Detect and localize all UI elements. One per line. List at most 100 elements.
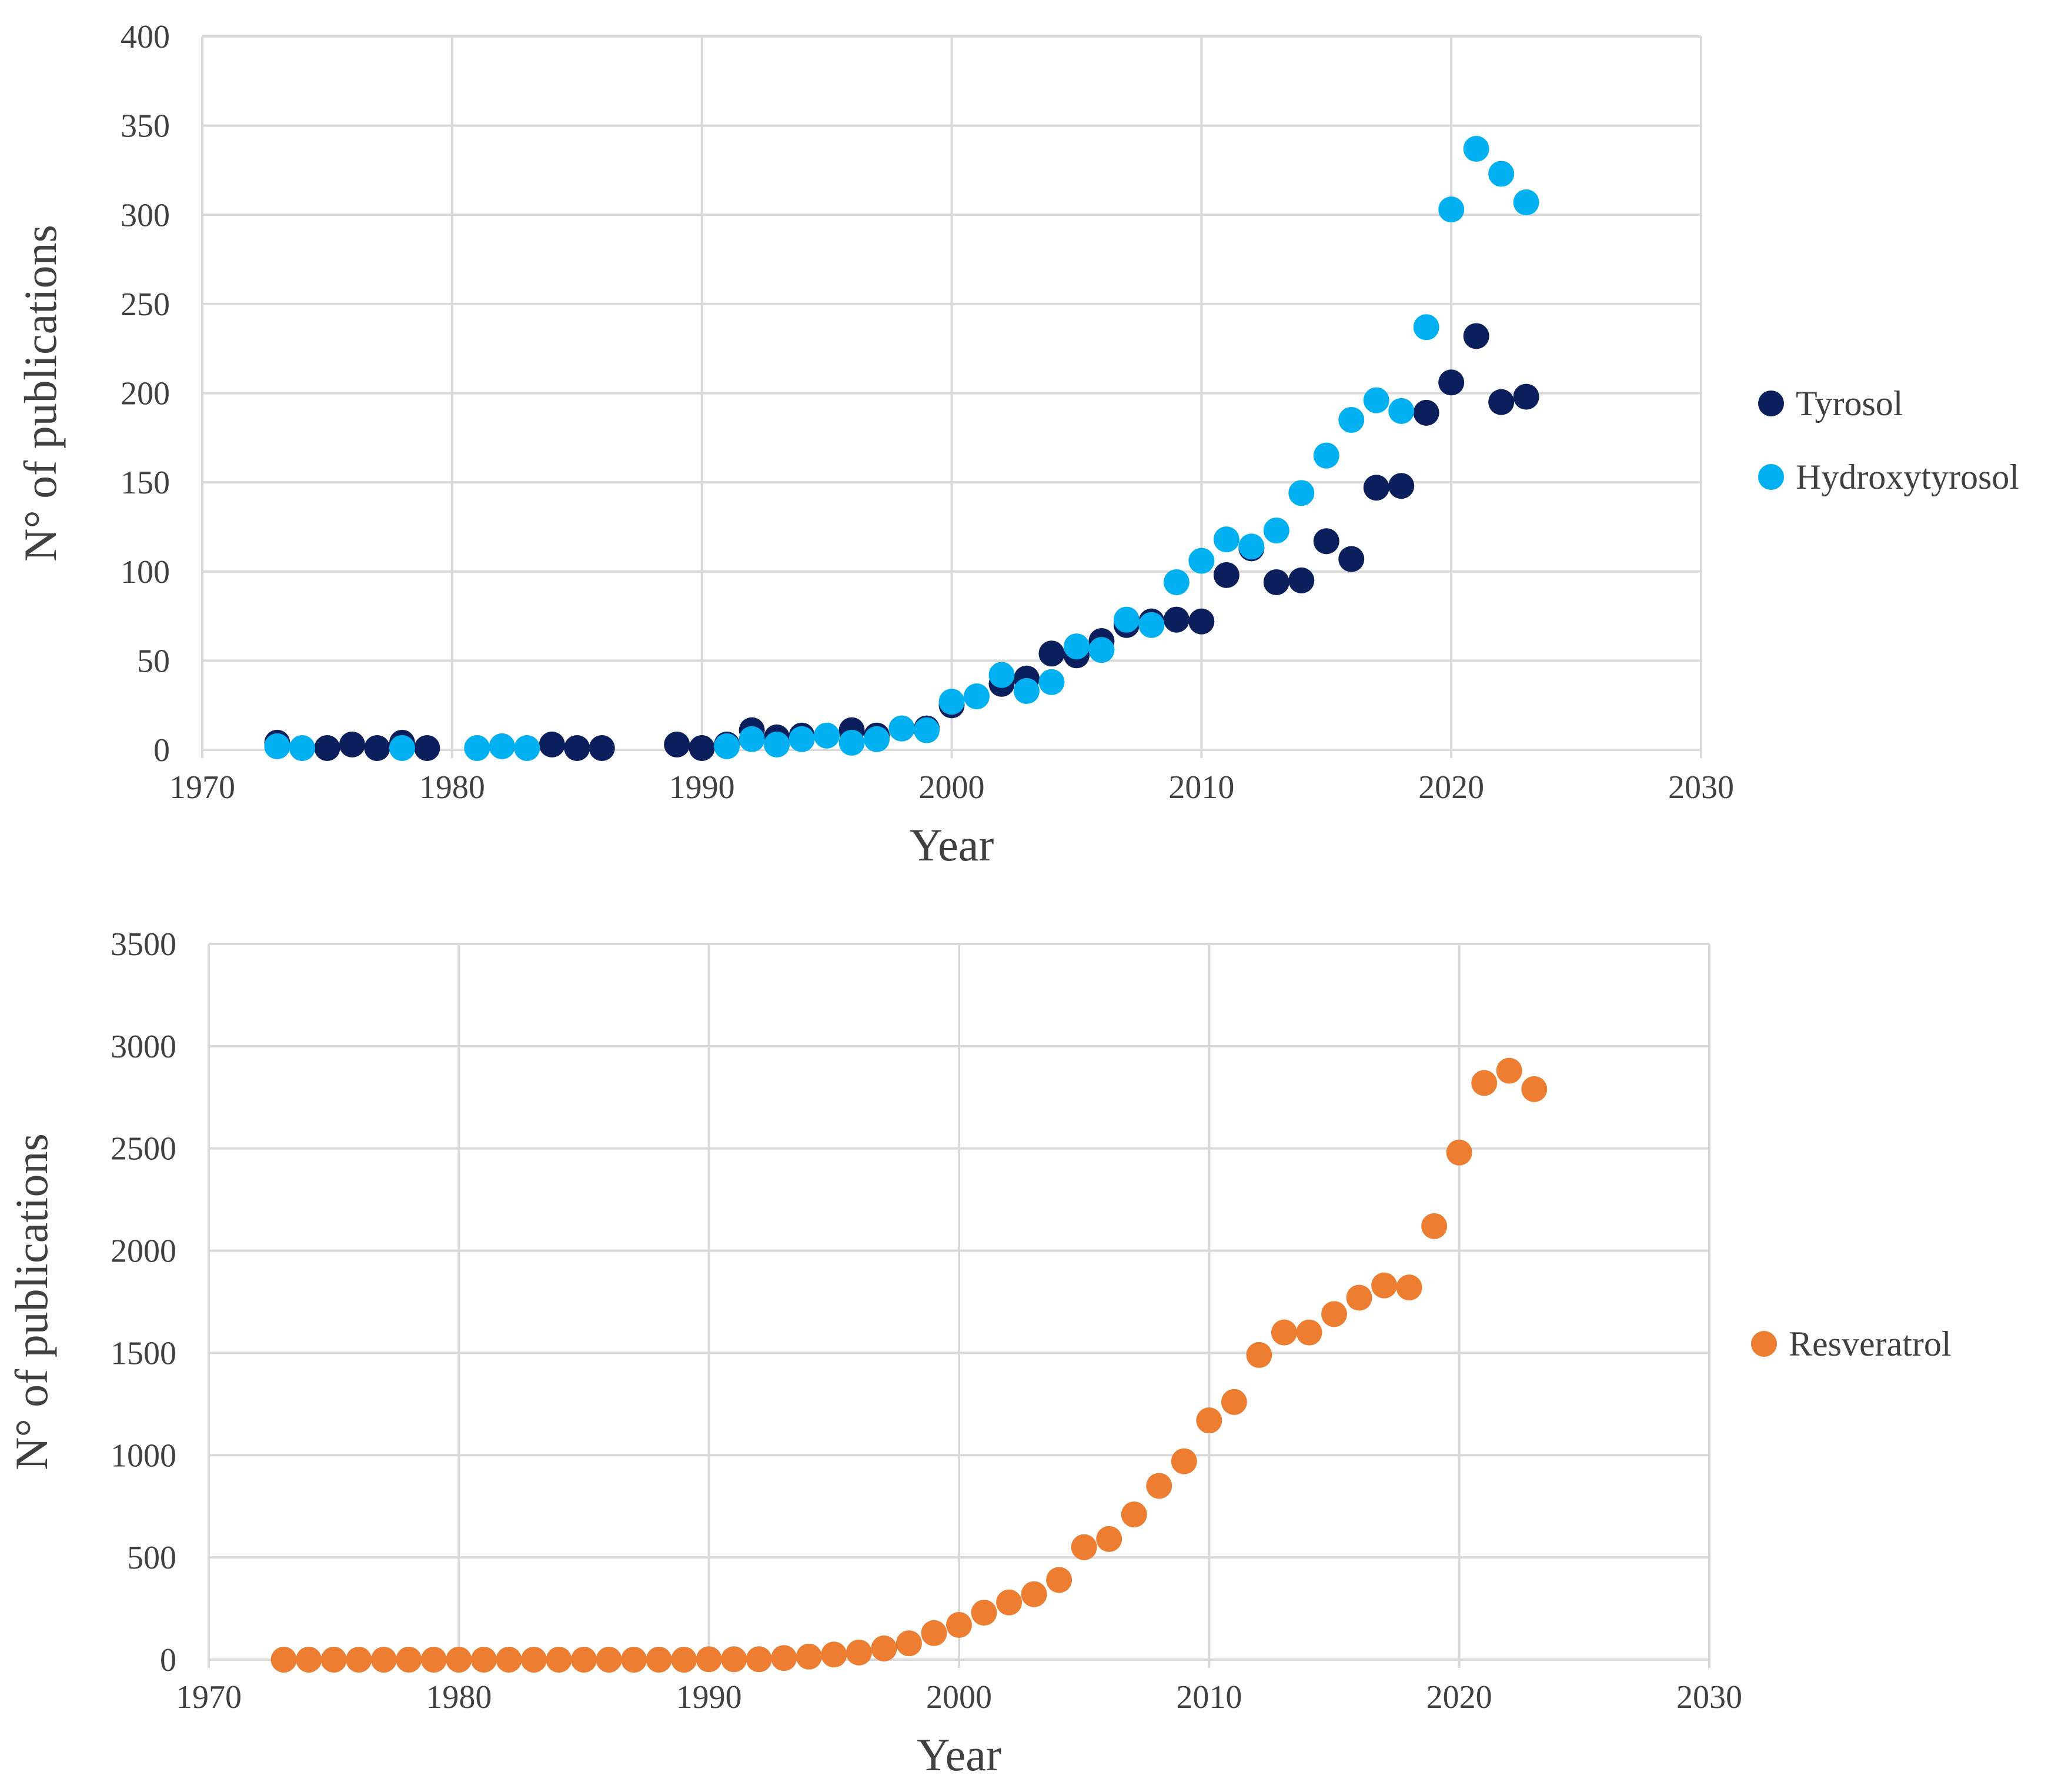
point-tyrosol-2016 bbox=[1338, 546, 1365, 572]
point-tyrosol-1977 bbox=[364, 735, 390, 761]
legend-label-tyrosol: Tyrosol bbox=[1796, 384, 1903, 423]
point-tyrosol-2014 bbox=[1288, 567, 1315, 593]
point-resveratrol-2023 bbox=[1521, 1076, 1548, 1102]
point-tyrosol-2009 bbox=[1163, 606, 1190, 633]
points bbox=[270, 1057, 1548, 1673]
point-resveratrol-1998 bbox=[896, 1630, 922, 1657]
point-hydroxytyrosol-2021 bbox=[1463, 136, 1489, 162]
point-hydroxytyrosol-1999 bbox=[914, 717, 940, 743]
x-tick-label: 2030 bbox=[1668, 769, 1734, 806]
point-tyrosol-2021 bbox=[1463, 323, 1489, 349]
point-resveratrol-2006 bbox=[1096, 1526, 1122, 1552]
point-resveratrol-2018 bbox=[1396, 1274, 1422, 1301]
y-tick-label: 2500 bbox=[111, 1131, 176, 1167]
y-tick-label: 1500 bbox=[111, 1335, 176, 1371]
point-resveratrol-1973 bbox=[270, 1647, 297, 1673]
point-resveratrol-2009 bbox=[1171, 1448, 1197, 1474]
point-hydroxytyrosol-2013 bbox=[1263, 518, 1289, 544]
y-tick-label: 150 bbox=[121, 465, 170, 501]
point-resveratrol-1991 bbox=[721, 1646, 747, 1673]
legend-marker-hydroxytyrosol bbox=[1758, 464, 1784, 490]
chart-tyrosol-hydroxytyrosol: 1970 1980 1990 2000 2010 2020 2030 0 50 100 150 200… bbox=[15, 19, 2019, 870]
y-tick-label: 1000 bbox=[111, 1437, 176, 1474]
point-resveratrol-1990 bbox=[696, 1646, 722, 1673]
point-hydroxytyrosol-2000 bbox=[938, 689, 965, 715]
point-hydroxytyrosol-2020 bbox=[1438, 196, 1465, 223]
y-tick-label: 0 bbox=[153, 732, 170, 769]
point-resveratrol-1993 bbox=[771, 1645, 797, 1671]
x-tick-label: 1970 bbox=[176, 1679, 242, 1716]
point-hydroxytyrosol-2017 bbox=[1363, 387, 1389, 413]
point-tyrosol-2010 bbox=[1188, 608, 1215, 635]
y-tick-label: 300 bbox=[121, 197, 170, 233]
point-tyrosol-1990 bbox=[689, 735, 715, 761]
point-resveratrol-2008 bbox=[1146, 1473, 1172, 1499]
point-resveratrol-1986 bbox=[596, 1647, 622, 1673]
point-hydroxytyrosol-2012 bbox=[1238, 533, 1265, 560]
point-resveratrol-1994 bbox=[796, 1643, 822, 1670]
x-axis-label: Year bbox=[917, 1729, 1001, 1780]
point-resveratrol-1996 bbox=[846, 1639, 872, 1666]
point-resveratrol-1992 bbox=[746, 1646, 772, 1673]
point-tyrosol-2022 bbox=[1488, 389, 1515, 415]
point-resveratrol-2003 bbox=[1021, 1581, 1047, 1607]
y-tick-label: 3000 bbox=[111, 1029, 176, 1065]
point-tyrosol-2017 bbox=[1363, 475, 1389, 501]
point-hydroxytyrosol-2001 bbox=[963, 683, 990, 710]
point-hydroxytyrosol-1997 bbox=[864, 726, 890, 752]
point-tyrosol-1989 bbox=[664, 731, 690, 757]
y-axis-label: N° of publications bbox=[6, 1133, 57, 1470]
point-resveratrol-2007 bbox=[1121, 1501, 1147, 1528]
y-tick-label: 100 bbox=[121, 554, 170, 590]
point-hydroxytyrosol-1998 bbox=[888, 715, 915, 742]
legend-label-hydroxytyrosol: Hydroxytyrosol bbox=[1796, 458, 2019, 496]
point-tyrosol-2015 bbox=[1313, 528, 1339, 555]
point-tyrosol-2013 bbox=[1263, 569, 1289, 595]
point-hydroxytyrosol-2015 bbox=[1313, 442, 1339, 469]
point-resveratrol-2005 bbox=[1071, 1534, 1097, 1560]
point-resveratrol-2019 bbox=[1421, 1213, 1448, 1239]
point-tyrosol-1975 bbox=[314, 735, 340, 761]
y-tick-label: 350 bbox=[121, 108, 170, 145]
legend: Tyrosol Hydroxytyrosol bbox=[1758, 384, 2019, 496]
point-tyrosol-2004 bbox=[1038, 640, 1065, 667]
point-hydroxytyrosol-1994 bbox=[789, 726, 815, 752]
point-tyrosol-1986 bbox=[589, 735, 615, 761]
x-tick-label: 2010 bbox=[1168, 769, 1234, 806]
y-axis-label: N° of publications bbox=[15, 225, 66, 562]
point-resveratrol-2022 bbox=[1496, 1057, 1522, 1084]
y-tick-label: 0 bbox=[160, 1642, 176, 1678]
x-tick-label: 2020 bbox=[1418, 769, 1484, 806]
x-tick-label: 2010 bbox=[1176, 1679, 1242, 1716]
point-resveratrol-1976 bbox=[346, 1647, 372, 1673]
tick-labels: 1970 1980 1990 2000 2010 2020 2030 0 500 1000 1500… bbox=[111, 926, 1742, 1716]
point-resveratrol-2010 bbox=[1196, 1407, 1222, 1434]
point-hydroxytyrosol-2014 bbox=[1288, 480, 1315, 506]
point-tyrosol-2023 bbox=[1513, 383, 1539, 410]
x-tick-label: 2000 bbox=[926, 1679, 992, 1716]
point-resveratrol-1987 bbox=[621, 1647, 647, 1673]
y-tick-label: 2000 bbox=[111, 1233, 176, 1270]
chart-resveratrol: 1970 1980 1990 2000 2010 2020 2030 0 500 1000 1500… bbox=[6, 926, 1952, 1780]
point-hydroxytyrosol-2008 bbox=[1138, 612, 1165, 638]
point-tyrosol-1984 bbox=[539, 731, 565, 757]
point-resveratrol-2021 bbox=[1471, 1070, 1498, 1096]
point-hydroxytyrosol-1973 bbox=[264, 733, 290, 759]
point-hydroxytyrosol-2016 bbox=[1338, 406, 1365, 433]
point-resveratrol-1982 bbox=[496, 1647, 522, 1673]
point-resveratrol-1997 bbox=[871, 1635, 897, 1661]
point-hydroxytyrosol-1983 bbox=[514, 735, 540, 761]
point-hydroxytyrosol-2018 bbox=[1388, 398, 1415, 424]
x-tick-label: 2000 bbox=[919, 769, 985, 806]
point-hydroxytyrosol-1992 bbox=[739, 726, 765, 752]
point-resveratrol-2011 bbox=[1221, 1389, 1247, 1415]
x-tick-label: 1990 bbox=[669, 769, 735, 806]
x-axis-label: Year bbox=[910, 819, 994, 870]
point-resveratrol-2016 bbox=[1346, 1284, 1372, 1311]
point-resveratrol-1981 bbox=[470, 1647, 497, 1673]
y-tick-label: 250 bbox=[121, 286, 170, 323]
point-resveratrol-2017 bbox=[1371, 1272, 1398, 1299]
point-hydroxytyrosol-1995 bbox=[814, 722, 840, 749]
point-resveratrol-1979 bbox=[420, 1647, 447, 1673]
